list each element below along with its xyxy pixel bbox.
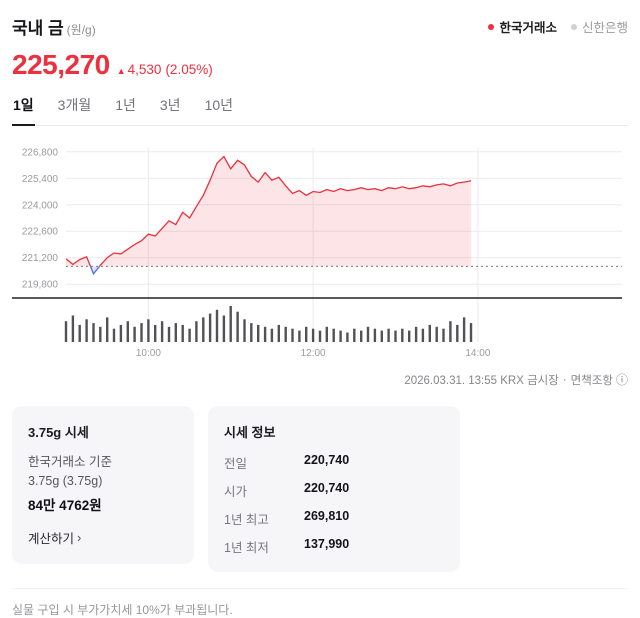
unit-price-value: 84만 4762원 bbox=[28, 497, 102, 513]
quote-value: 220,740 bbox=[304, 481, 350, 495]
svg-text:10:00: 10:00 bbox=[136, 348, 161, 359]
price-volume-chart[interactable]: 219,800 221,200 222,600 224,000 225,400 226,8… bbox=[12, 136, 628, 364]
chevron-right-icon: › bbox=[77, 529, 82, 545]
svg-text:14:00: 14:00 bbox=[465, 348, 490, 359]
svg-text:12:00: 12:00 bbox=[301, 348, 326, 359]
meta-separator: · bbox=[562, 373, 567, 386]
gray-dot-icon bbox=[570, 23, 577, 30]
quote-info-card: 시세 정보 전일 220,740 시가 220,740 1년 최고 269,81… bbox=[208, 406, 460, 572]
x-axis-labels: 10:00 12:00 14:00 bbox=[136, 348, 491, 359]
quote-timestamp: 2026.03.31. 13:55 KRX 금시장 bbox=[404, 374, 559, 387]
quote-label: 전일 bbox=[224, 457, 248, 471]
quote-value: 137,990 bbox=[304, 537, 350, 551]
tab-1year[interactable]: 1년 bbox=[114, 95, 137, 125]
price-unit-label: (원/g) bbox=[66, 23, 96, 37]
quote-label: 시가 bbox=[224, 485, 248, 499]
quote-label: 1년 최고 bbox=[224, 513, 269, 527]
volume-bars bbox=[64, 306, 473, 342]
title-group: 국내 금 (원/g) bbox=[12, 14, 96, 39]
source-label: 신한은행 bbox=[581, 21, 628, 35]
page-title: 국내 금 bbox=[12, 19, 64, 38]
quote-row-year-high: 1년 최고 269,810 bbox=[224, 509, 444, 528]
quote-row-prev-close: 전일 220,740 bbox=[224, 453, 444, 472]
period-tabs: 1일 3개월 1년 3년 10년 bbox=[12, 95, 628, 126]
price-change: ▲ 4,530 (2.05%) bbox=[117, 62, 213, 79]
price-area-above bbox=[66, 156, 471, 267]
header: 국내 금 (원/g) 한국거래소 신한은행 bbox=[12, 14, 628, 39]
change-amount: 4,530 bbox=[127, 62, 162, 77]
red-dot-icon bbox=[488, 23, 495, 30]
quote-label: 1년 최저 bbox=[224, 541, 269, 555]
quote-value: 269,810 bbox=[304, 509, 350, 523]
chart-grid bbox=[66, 148, 622, 342]
svg-text:222,600: 222,600 bbox=[22, 227, 59, 238]
disclaimer-label: 면책조항 bbox=[570, 374, 613, 387]
tab-1day[interactable]: 1일 bbox=[12, 95, 35, 126]
chart-meta: 2026.03.31. 13:55 KRX 금시장 · 면책조항 ⓘ bbox=[12, 371, 628, 388]
chart-area: 219,800 221,200 222,600 224,000 225,400 226,8… bbox=[12, 136, 628, 369]
up-arrow-icon: ▲ bbox=[116, 66, 126, 76]
vat-footnote: 실물 구입 시 부가가치세 10%가 부과됩니다. bbox=[12, 588, 628, 618]
unit-basis-line: 한국거래소 기준 bbox=[28, 455, 112, 469]
quote-value: 220,740 bbox=[304, 453, 350, 467]
svg-text:226,800: 226,800 bbox=[22, 147, 59, 158]
quote-row-open: 시가 220,740 bbox=[224, 481, 444, 500]
current-price: 225,270 bbox=[12, 49, 110, 80]
change-percent: (2.05%) bbox=[165, 62, 213, 77]
calculate-label: 계산하기 bbox=[28, 531, 75, 546]
svg-text:224,000: 224,000 bbox=[22, 200, 59, 211]
unit-weight-line: 3.75g (3.75g) bbox=[28, 474, 103, 489]
tab-3years[interactable]: 3년 bbox=[159, 95, 182, 125]
unit-card-title: 3.75g 시세 bbox=[28, 425, 89, 440]
tab-10years[interactable]: 10년 bbox=[204, 95, 234, 125]
unit-price-card: 3.75g 시세 한국거래소 기준 3.75g (3.75g) 84만 4762… bbox=[12, 406, 194, 564]
calculate-link[interactable]: 계산하기 › bbox=[28, 528, 81, 547]
price-line bbox=[65, 155, 472, 267]
source-toggle: 한국거래소 신한은행 bbox=[488, 17, 628, 36]
info-icon: ⓘ bbox=[615, 373, 628, 387]
tab-3months[interactable]: 3개월 bbox=[57, 95, 93, 125]
y-axis-labels: 219,800 221,200 222,600 224,000 225,400 226,8… bbox=[22, 147, 59, 290]
disclaimer-link[interactable]: 면책조항 ⓘ bbox=[571, 371, 628, 388]
info-cards: 3.75g 시세 한국거래소 기준 3.75g (3.75g) 84만 4762… bbox=[12, 406, 628, 572]
price-row: 225,270 ▲ 4,530 (2.05%) bbox=[12, 51, 628, 79]
svg-text:225,400: 225,400 bbox=[22, 174, 59, 185]
source-option-shinhan[interactable]: 신한은행 bbox=[570, 17, 628, 36]
svg-text:219,800: 219,800 bbox=[22, 280, 59, 291]
quote-card-title: 시세 정보 bbox=[224, 425, 276, 440]
source-option-krx[interactable]: 한국거래소 bbox=[488, 17, 557, 36]
quote-row-year-low: 1년 최저 137,990 bbox=[224, 537, 444, 556]
svg-text:221,200: 221,200 bbox=[22, 253, 59, 264]
source-label: 한국거래소 bbox=[499, 21, 557, 35]
